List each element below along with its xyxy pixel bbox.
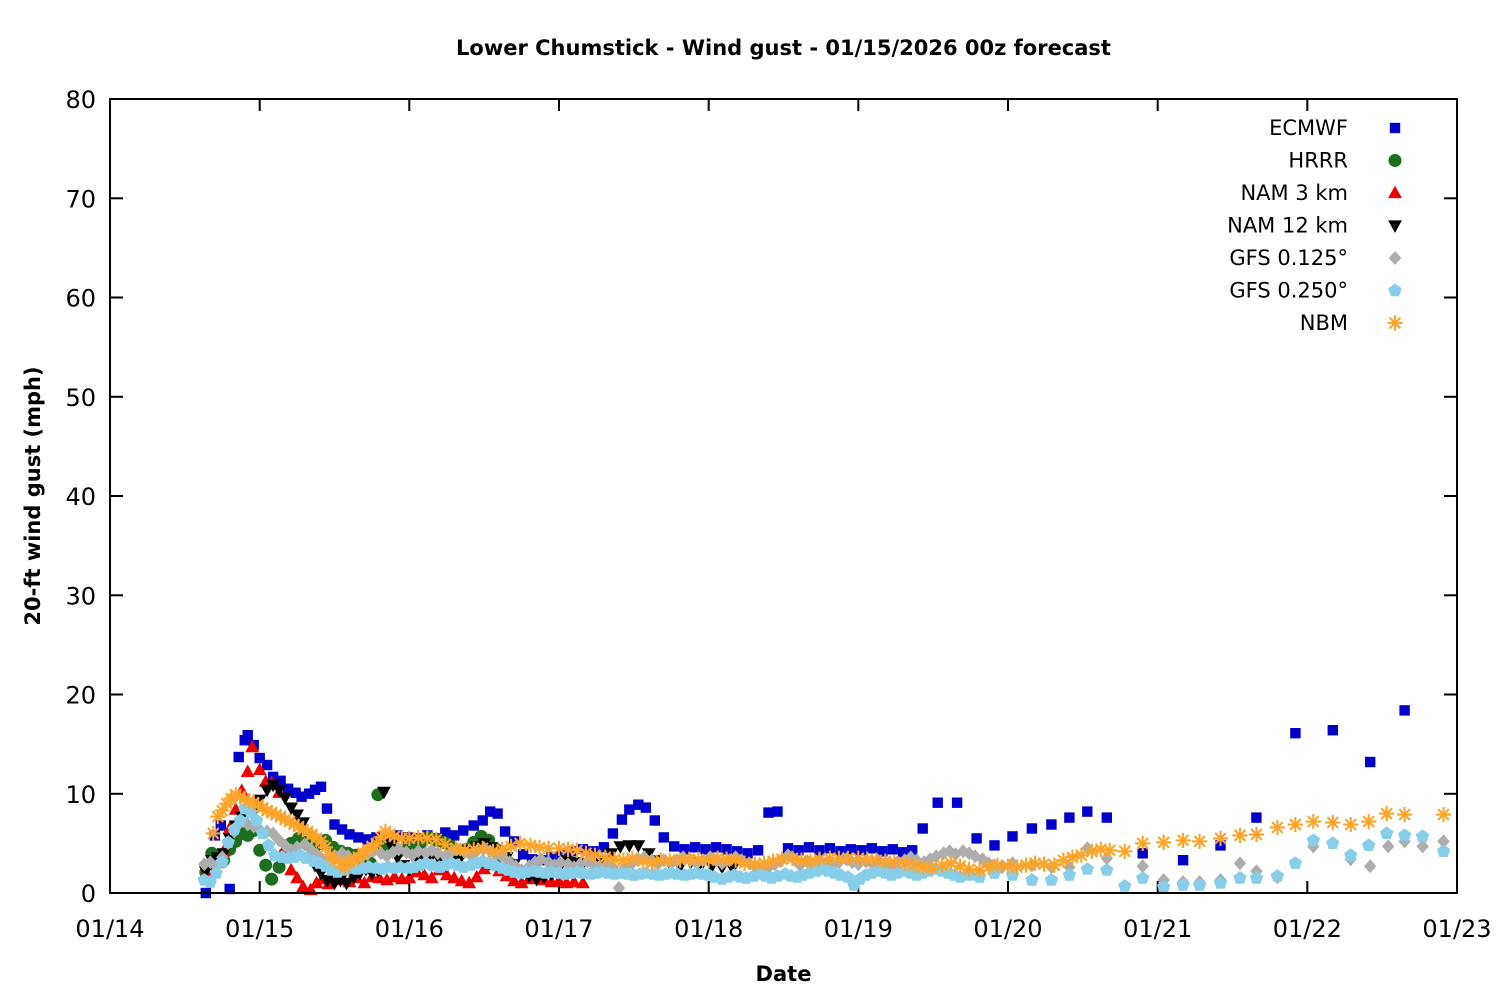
svg-text:NAM 3 km: NAM 3 km	[1240, 181, 1348, 205]
legend-item-nam-12-km: NAM 12 km	[1227, 214, 1402, 238]
chart-title: Lower Chumstick - Wind gust - 01/15/2026…	[456, 36, 1111, 60]
svg-text:20: 20	[65, 682, 96, 710]
chart-legend: ECMWF HRRR NAM 3 km NAM 12 km GFS 0.125° GFS …	[1227, 116, 1403, 335]
x-axis-tick-labels: 01/14 01/15 01/16 01/17 01/18 01/19 01/20 01/21…	[75, 915, 1491, 943]
legend-item-ecmwf: ECMWF	[1269, 116, 1401, 140]
svg-text:ECMWF: ECMWF	[1269, 116, 1348, 140]
svg-text:NAM 12 km: NAM 12 km	[1227, 214, 1348, 238]
plot-border	[109, 98, 1458, 894]
y-axis-tick-labels: 0 10 20 30 40 50 60 70 80	[65, 86, 96, 908]
legend-item-gfs-0-125: GFS 0.125°	[1229, 246, 1402, 270]
svg-text:GFS 0.250°: GFS 0.250°	[1229, 279, 1348, 303]
svg-text:01/20: 01/20	[973, 915, 1042, 943]
series-gfs-0-250-points	[197, 801, 1451, 893]
nam-12-km-legend-marker-icon	[1388, 220, 1402, 233]
ecmwf-legend-marker-icon	[1389, 122, 1401, 134]
svg-text:01/21: 01/21	[1123, 915, 1192, 943]
svg-text:80: 80	[65, 86, 96, 114]
svg-text:40: 40	[65, 483, 96, 511]
svg-text:70: 70	[65, 185, 96, 213]
svg-text:01/15: 01/15	[225, 915, 294, 943]
svg-text:01/16: 01/16	[375, 915, 444, 943]
nbm-legend-marker-icon	[1387, 315, 1403, 331]
svg-text:30: 30	[65, 582, 96, 610]
svg-text:60: 60	[65, 285, 96, 313]
svg-text:01/17: 01/17	[524, 915, 593, 943]
legend-item-nbm: NBM	[1300, 311, 1403, 335]
series-ecmwf-points	[200, 705, 1410, 899]
legend-item-gfs-0-250: GFS 0.250°	[1229, 279, 1402, 303]
svg-text:01/14: 01/14	[75, 915, 144, 943]
gfs-0-250-legend-marker-icon	[1388, 283, 1402, 297]
svg-text:01/18: 01/18	[674, 915, 743, 943]
svg-text:NBM: NBM	[1300, 311, 1348, 335]
svg-text:0: 0	[81, 880, 96, 908]
svg-text:01/19: 01/19	[824, 915, 893, 943]
svg-text:GFS 0.125°: GFS 0.125°	[1229, 246, 1348, 270]
svg-text:01/23: 01/23	[1422, 915, 1491, 943]
hrrr-legend-marker-icon	[1388, 154, 1402, 167]
svg-text:01/22: 01/22	[1273, 915, 1342, 943]
gfs-0-125-legend-marker-icon	[1388, 251, 1402, 265]
svg-text:50: 50	[65, 384, 96, 412]
legend-item-hrrr: HRRR	[1288, 149, 1402, 173]
series-nbm-points	[205, 787, 1452, 878]
svg-text:HRRR: HRRR	[1288, 149, 1348, 173]
legend-item-nam-3-km: NAM 3 km	[1240, 181, 1402, 205]
nam-3-km-legend-marker-icon	[1388, 185, 1402, 199]
svg-text:10: 10	[65, 781, 96, 809]
x-axis-title: Date	[755, 962, 812, 986]
